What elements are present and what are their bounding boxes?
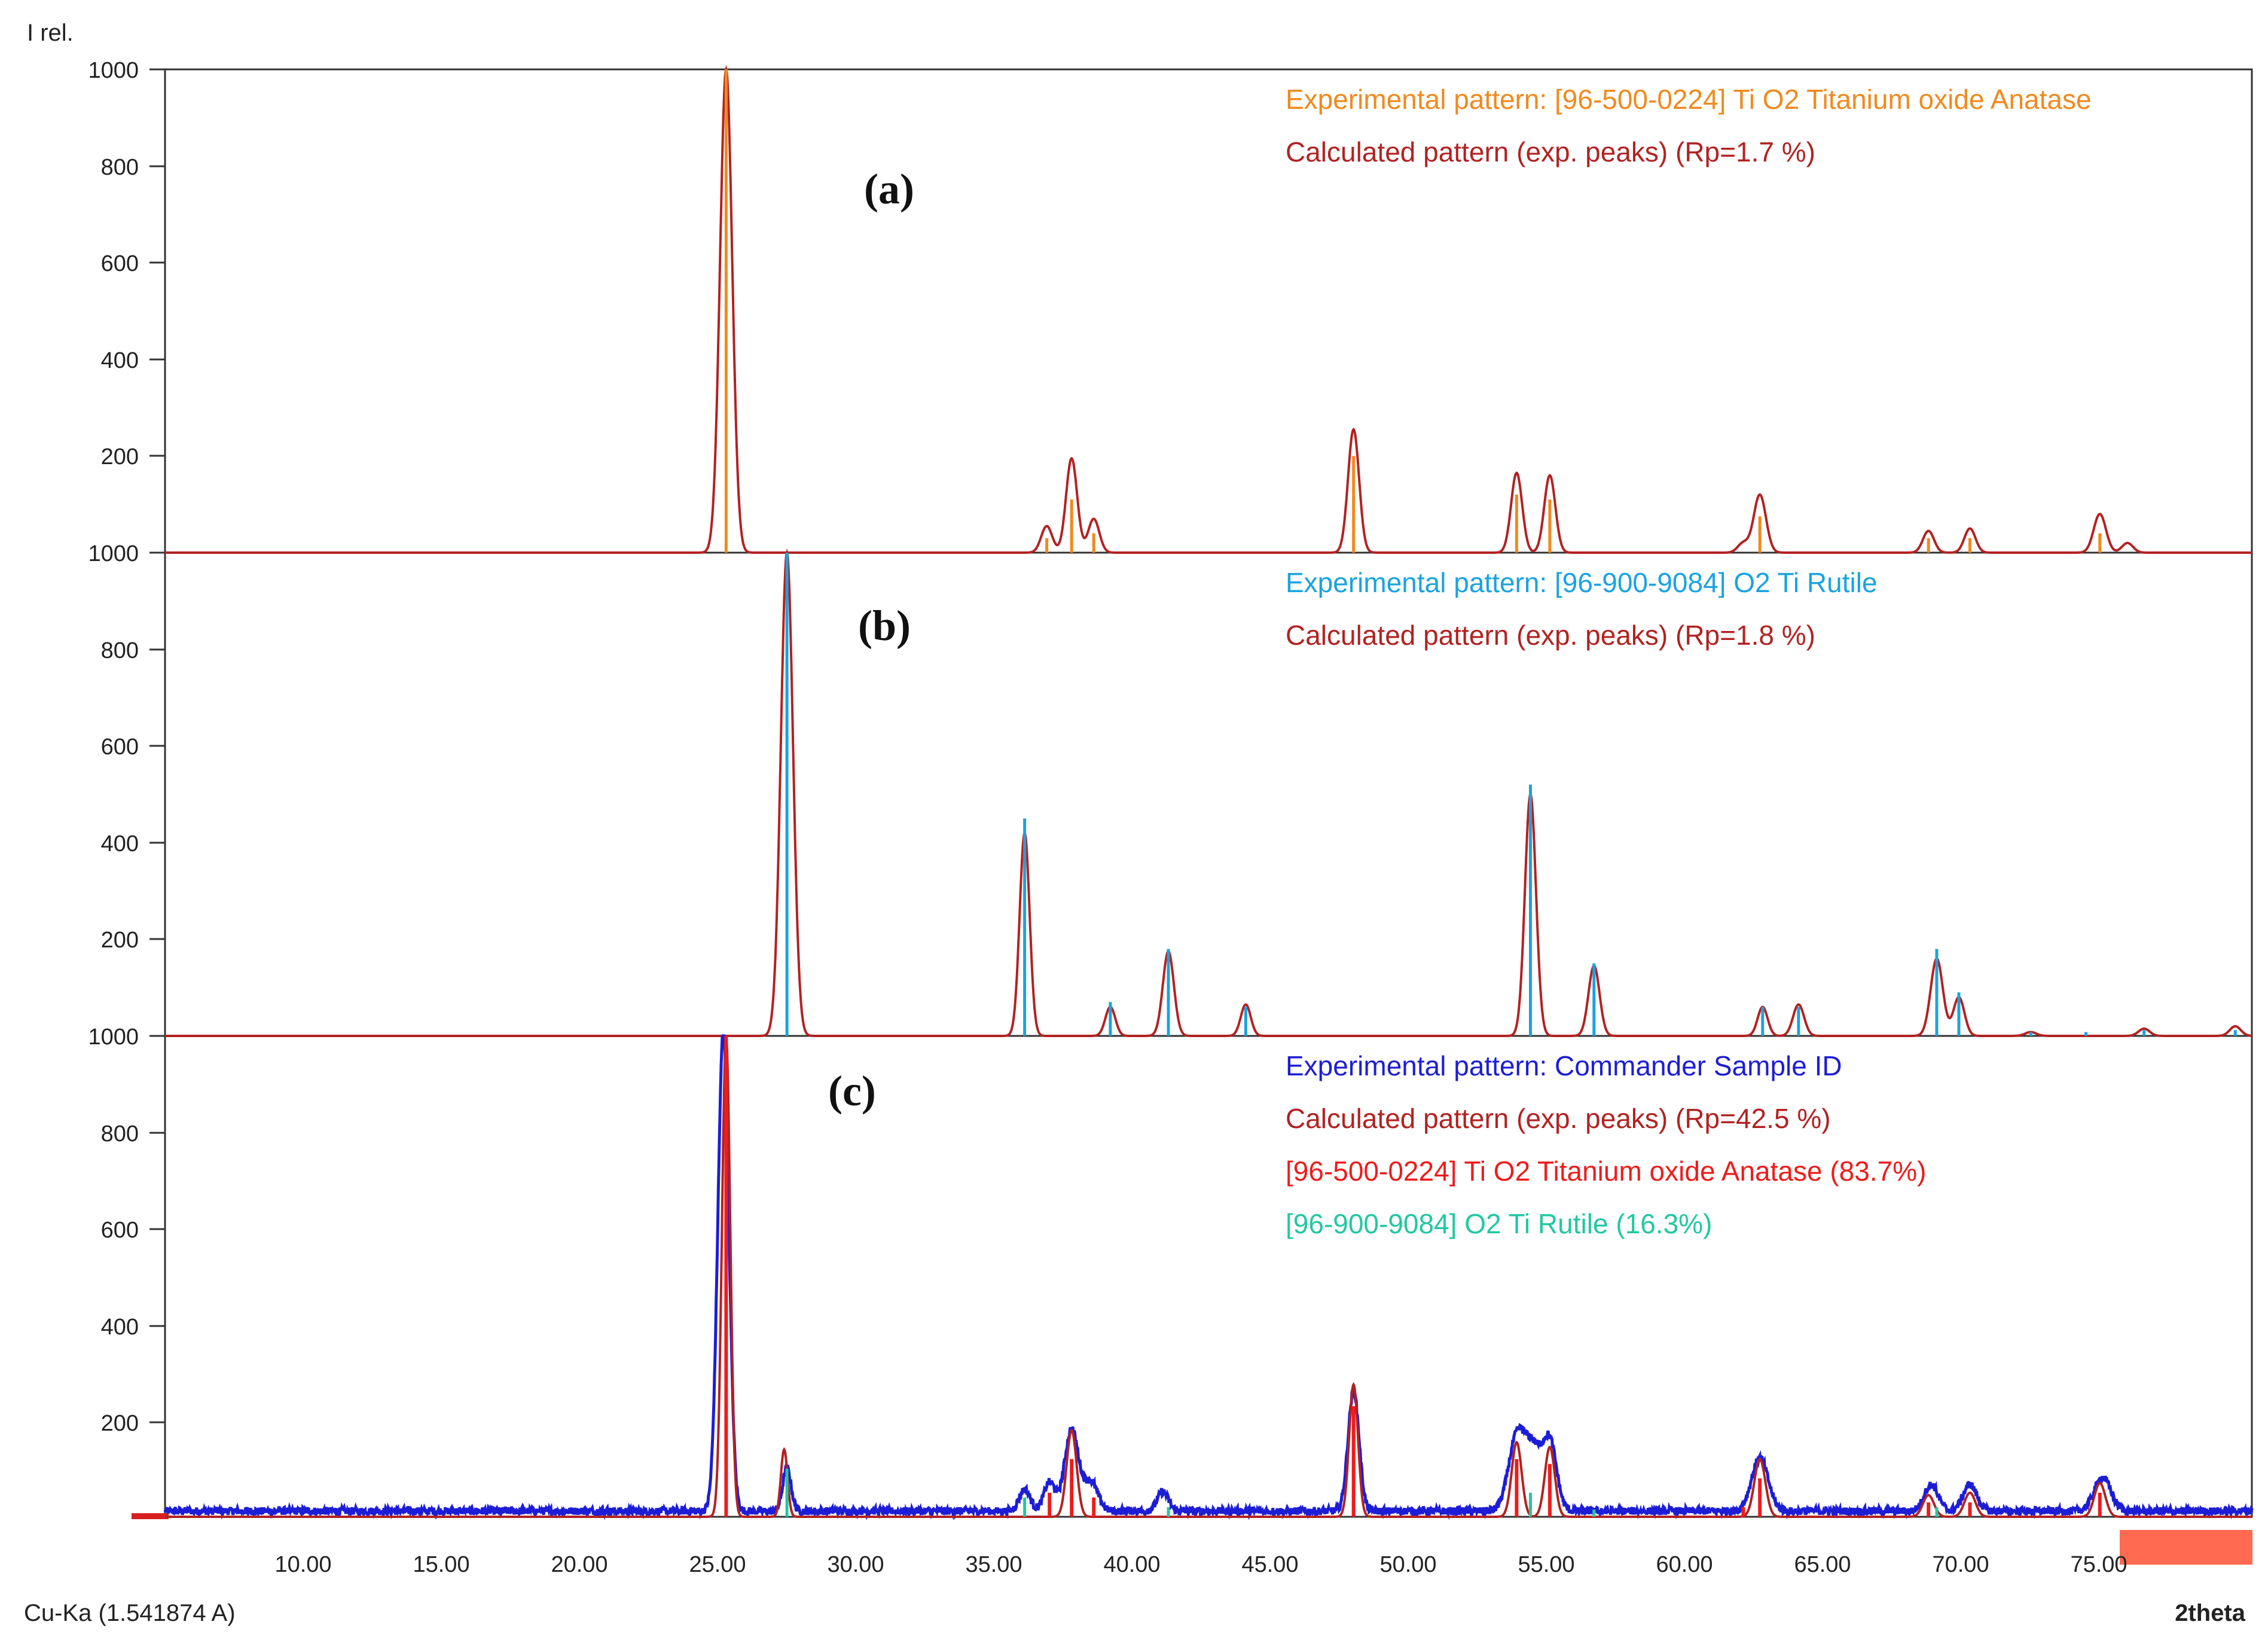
y-tick-label: 400: [101, 831, 139, 856]
panel-b-plot: [165, 548, 2252, 1037]
panel-c-plot: [163, 1034, 2254, 1521]
legend-entry: Calculated pattern (exp. peaks) (Rp=1.7 …: [1286, 136, 1815, 167]
y-axis-panel-b: 1000 800 600 400 200: [88, 541, 165, 953]
legend-panel-a: Experimental pattern: [96-500-0224] Ti O…: [1286, 84, 2092, 167]
x-tick-label: 45.00: [1241, 1552, 1298, 1577]
x-tick-label: 60.00: [1656, 1552, 1713, 1577]
legend-entry: [96-900-9084] O2 Ti Rutile (16.3%): [1286, 1208, 1712, 1239]
x-tick-label: 30.00: [827, 1552, 884, 1577]
x-tick-label: 50.00: [1379, 1552, 1436, 1577]
x-axis-label: 2theta: [2175, 1600, 2246, 1626]
legend-entry: Experimental pattern: Commander Sample I…: [1286, 1050, 1842, 1081]
panel-label-b: (b): [858, 602, 911, 650]
x-tick-label: 10.00: [274, 1552, 331, 1577]
legend-panel-b: Experimental pattern: [96-900-9084] O2 T…: [1286, 567, 1878, 651]
calculated-pattern-line: [165, 548, 2252, 1037]
x-tick-label: 70.00: [1932, 1552, 1989, 1577]
x-tick-label: 55.00: [1518, 1552, 1574, 1577]
legend-entry: [96-500-0224] Ti O2 Titanium oxide Anata…: [1286, 1156, 1926, 1187]
legend-entry: Calculated pattern (exp. peaks) (Rp=1.8 …: [1286, 620, 1815, 651]
y-axis-panel-a: 1000 800 600 400 200: [88, 58, 165, 470]
y-tick-label: 200: [101, 1411, 139, 1436]
radiation-label: Cu-Ka (1.541874 A): [24, 1600, 236, 1626]
x-tick-label: 75.00: [2070, 1552, 2127, 1577]
y-axis-label: I rel.: [27, 20, 74, 46]
calculated-pattern-line: [165, 65, 2252, 554]
calculated-pattern-line: [165, 1035, 2252, 1518]
y-tick-label: 600: [101, 734, 139, 760]
y-tick-label: 1000: [88, 541, 139, 566]
x-tick-label: 35.00: [965, 1552, 1022, 1577]
x-axis: 10.00 15.00 20.00 25.00 30.00 35.00 40.0…: [274, 1552, 2127, 1577]
y-tick-label: 400: [101, 1315, 139, 1340]
axis-start-marker: [132, 1513, 169, 1519]
panel-label-a: (a): [864, 165, 914, 213]
legend-entry: Experimental pattern: [96-500-0224] Ti O…: [1286, 84, 2092, 115]
y-tick-label: 800: [101, 155, 139, 180]
y-tick-label: 1000: [88, 1025, 139, 1050]
x-tick-label: 25.00: [689, 1552, 746, 1577]
y-tick-label: 800: [101, 638, 139, 663]
y-tick-label: 200: [101, 928, 139, 953]
scroll-range-bar[interactable]: [2120, 1530, 2252, 1565]
legend-panel-c: Experimental pattern: Commander Sample I…: [1286, 1050, 1926, 1239]
y-tick-label: 600: [101, 1218, 139, 1243]
y-tick-label: 1000: [88, 58, 139, 83]
y-tick-label: 600: [101, 251, 139, 276]
panel-label-c: (c): [828, 1067, 876, 1115]
y-axis-panel-c: 1000 800 600 400 200: [88, 1025, 165, 1436]
legend-entry: Calculated pattern (exp. peaks) (Rp=42.5…: [1286, 1103, 1831, 1134]
x-tick-label: 20.00: [551, 1552, 608, 1577]
y-tick-label: 400: [101, 348, 139, 373]
experimental-pattern-line: [163, 1034, 2254, 1521]
x-tick-label: 65.00: [1794, 1552, 1851, 1577]
panel-a-plot: [165, 65, 2252, 554]
x-tick-label: 40.00: [1103, 1552, 1160, 1577]
legend-entry: Experimental pattern: [96-900-9084] O2 T…: [1286, 567, 1878, 598]
y-tick-label: 200: [101, 444, 139, 470]
plot-frame: [164, 68, 2253, 1518]
y-tick-label: 800: [101, 1121, 139, 1147]
x-tick-label: 15.00: [413, 1552, 469, 1577]
